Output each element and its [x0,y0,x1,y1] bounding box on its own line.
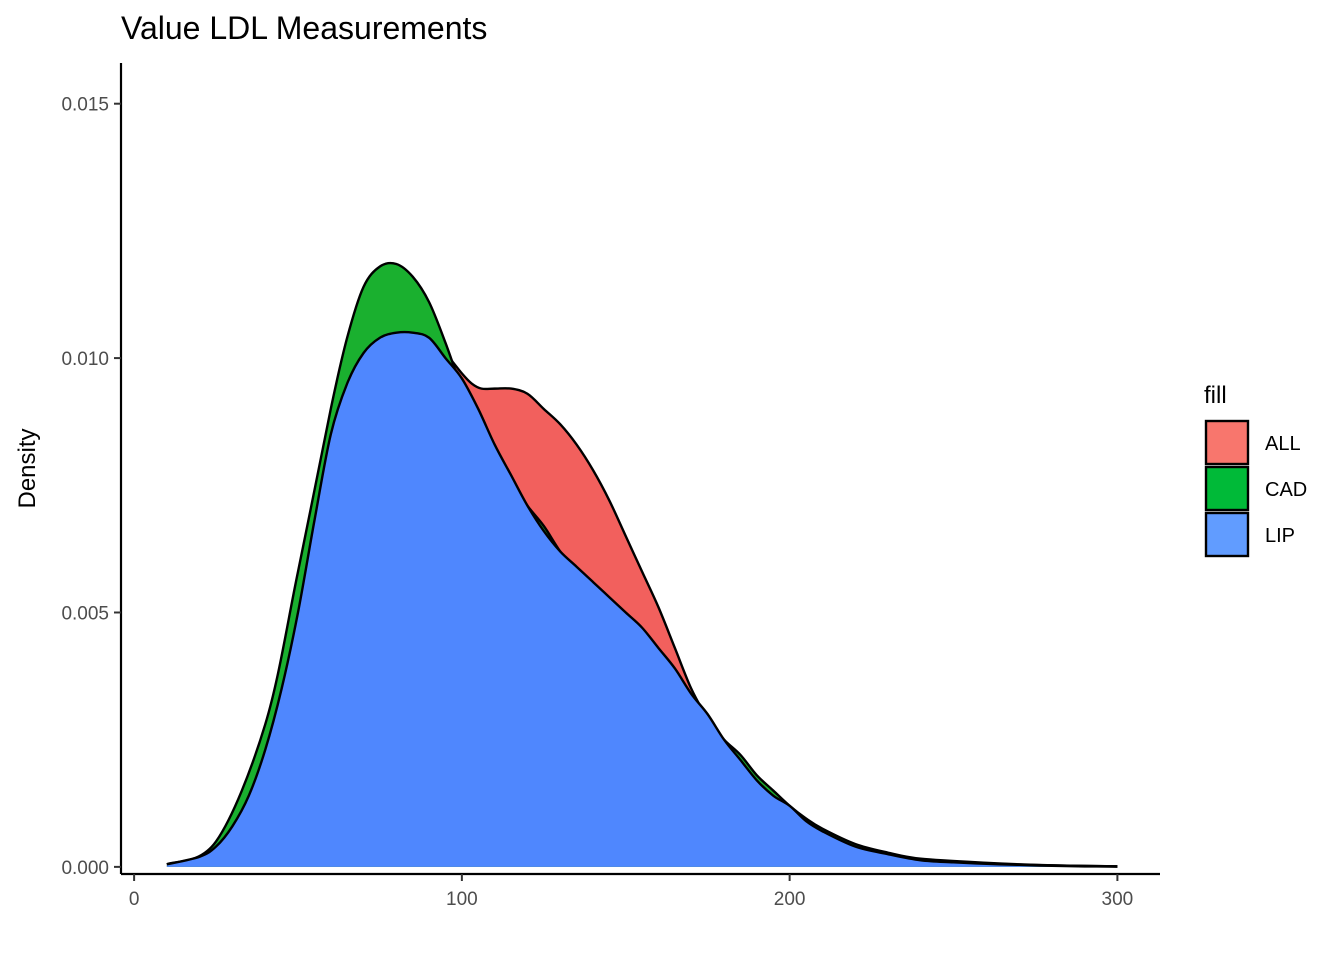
legend-label-lip: LIP [1265,525,1295,547]
legend: fill ALL CAD LIP [1204,382,1307,558]
axes: 0.000 0.005 0.010 0.015 0 100 200 300 [61,63,1160,910]
x-tick-label: 200 [774,889,806,910]
y-tick-label: 0.005 [61,603,109,624]
y-tick-label: 0.000 [61,858,109,879]
legend-key-lip [1204,511,1250,558]
chart-title: Value LDL Measurements [121,10,487,46]
legend-key-all [1204,419,1250,466]
density-outline-lip [166,330,1118,868]
y-axis-title: Density [14,428,41,508]
legend-label-cad: CAD [1265,479,1307,501]
legend-label-all: ALL [1265,433,1301,455]
x-tick-label: 300 [1102,889,1134,910]
legend-key-cad [1204,465,1250,512]
y-tick-label: 0.015 [61,95,109,116]
x-tick-label: 0 [129,889,140,910]
density-area-lip [166,332,1118,867]
x-tick-label: 100 [446,889,478,910]
plot-area [166,261,1118,868]
y-tick-label: 0.010 [61,349,109,370]
legend-title: fill [1204,382,1227,409]
